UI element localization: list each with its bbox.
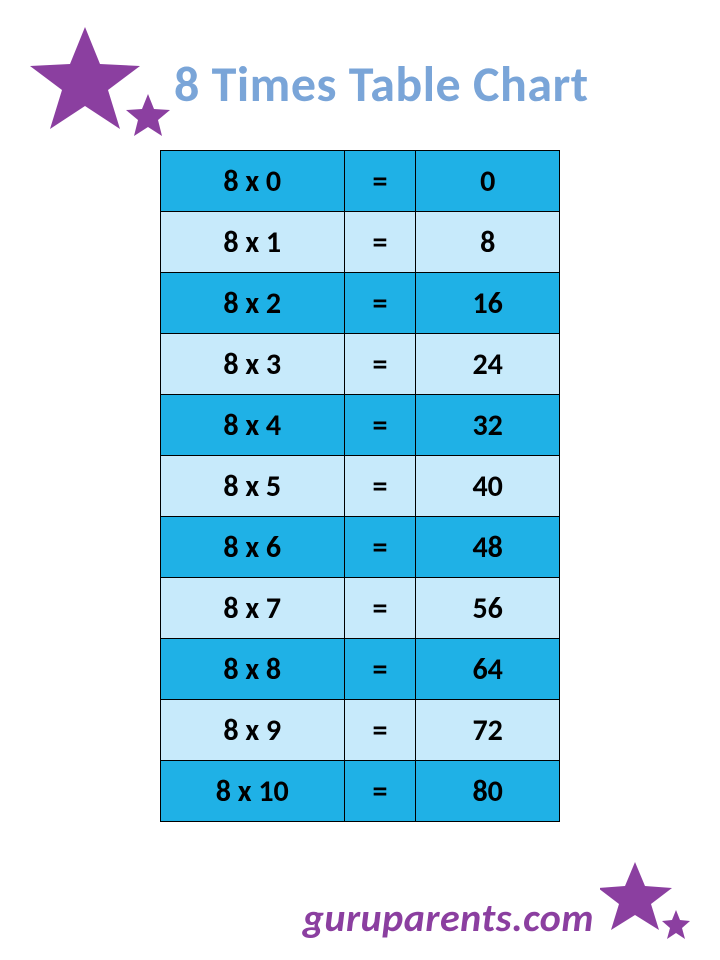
table-row: 8 x 1=8 [161,212,560,273]
cell-res: 56 [416,578,560,639]
table-row: 8 x 9=72 [161,700,560,761]
cell-eq: = [344,456,416,517]
cell-eq: = [344,212,416,273]
times-table: 8 x 0=08 x 1=88 x 2=168 x 3=248 x 4=328 … [160,150,560,822]
cell-eq: = [344,761,416,822]
cell-expr: 8 x 3 [161,334,345,395]
cell-eq: = [344,395,416,456]
cell-eq: = [344,334,416,395]
cell-eq: = [344,517,416,578]
cell-expr: 8 x 10 [161,761,345,822]
table-row: 8 x 0=0 [161,151,560,212]
cell-eq: = [344,639,416,700]
cell-res: 40 [416,456,560,517]
cell-expr: 8 x 0 [161,151,345,212]
table-row: 8 x 8=64 [161,639,560,700]
cell-res: 32 [416,395,560,456]
cell-expr: 8 x 9 [161,700,345,761]
cell-expr: 8 x 2 [161,273,345,334]
cell-res: 8 [416,212,560,273]
table-row: 8 x 7=56 [161,578,560,639]
page-title: 8 Times Table Chart [174,54,589,115]
cell-res: 64 [416,639,560,700]
cell-res: 48 [416,517,560,578]
cell-expr: 8 x 5 [161,456,345,517]
table-row: 8 x 4=32 [161,395,560,456]
table-row: 8 x 5=40 [161,456,560,517]
footer: guruparents.com [303,862,690,942]
cell-res: 0 [416,151,560,212]
cell-expr: 8 x 8 [161,639,345,700]
cell-expr: 8 x 4 [161,395,345,456]
table-row: 8 x 6=48 [161,517,560,578]
footer-star-icon [600,862,690,942]
table: 8 x 0=08 x 1=88 x 2=168 x 3=248 x 4=328 … [160,150,560,822]
cell-res: 16 [416,273,560,334]
table-row: 8 x 2=16 [161,273,560,334]
table-row: 8 x 3=24 [161,334,560,395]
cell-expr: 8 x 6 [161,517,345,578]
cell-res: 72 [416,700,560,761]
cell-expr: 8 x 1 [161,212,345,273]
cell-eq: = [344,700,416,761]
cell-eq: = [344,151,416,212]
cell-expr: 8 x 7 [161,578,345,639]
cell-res: 80 [416,761,560,822]
cell-eq: = [344,273,416,334]
footer-brand: guruparents.com [303,893,594,942]
header-star-icon [30,24,170,144]
header: 8 Times Table Chart [30,24,690,144]
table-row: 8 x 10=80 [161,761,560,822]
cell-res: 24 [416,334,560,395]
cell-eq: = [344,578,416,639]
